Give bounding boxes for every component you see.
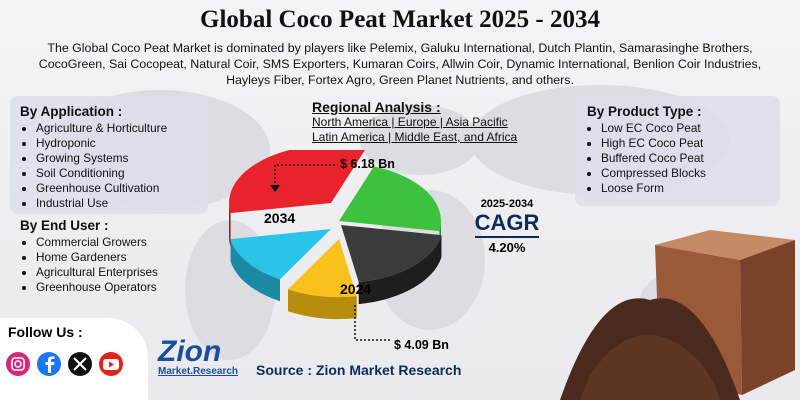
list-item: Commercial Growers	[36, 235, 208, 250]
pie-slice	[288, 239, 357, 297]
list-item: Growing Systems	[36, 151, 208, 166]
logo: Zion Market.Research	[158, 335, 239, 378]
list: Low EC Coco PeatHigh EC Coco PeatBuffere…	[575, 121, 780, 196]
section-title: By Application :	[20, 104, 123, 119]
list-item: Low EC Coco Peat	[601, 121, 780, 136]
regional-line: Latin America | Middle East, and Africa	[312, 130, 518, 144]
year-2034: 2034	[264, 210, 296, 226]
list-item: Greenhouse Operators	[36, 280, 208, 295]
regional: Regional Analysis : North America | Euro…	[312, 99, 517, 145]
section-title: By Product Type :	[587, 104, 702, 119]
list: Agriculture & HorticultureHydroponicGrow…	[10, 121, 208, 211]
section-title: By End User :	[20, 218, 109, 233]
product-panel: By Product Type : Low EC Coco PeatHigh E…	[575, 96, 780, 206]
cagr-value: 4.20%	[488, 240, 526, 255]
list-item: Agricultural Enterprises	[36, 265, 208, 280]
logo-sub: Market.Research	[158, 366, 239, 377]
list-item: Hydroponic	[36, 136, 208, 151]
pie-slice	[230, 239, 280, 302]
cagr-period: 2025-2034	[480, 198, 534, 210]
pie-slice	[230, 229, 331, 280]
cagr: 2025-2034 CAGR 4.20%	[462, 198, 552, 255]
pie-slice	[358, 235, 442, 305]
regional-line: North America | Europe | Asia Pacific	[312, 115, 508, 129]
follow-label: Follow Us :	[8, 324, 83, 340]
coco-peat-image	[560, 230, 795, 400]
list-item: Industrial Use	[36, 196, 208, 211]
list-item: Buffered Coco Peat	[601, 151, 780, 166]
value-2034: $ 6.18 Bn	[340, 157, 395, 171]
end-user-panel: By End User : Commercial GrowersHome Gar…	[10, 218, 208, 295]
regional-title: Regional Analysis :	[312, 99, 441, 115]
pie-slice	[229, 150, 365, 214]
list-item: Agriculture & Horticulture	[36, 121, 208, 136]
list-item: High EC Coco Peat	[601, 136, 780, 151]
pie-slice	[288, 289, 357, 319]
title: Global Coco Peat Market 2025 - 2034	[200, 6, 600, 33]
value-2024: $ 4.09 Bn	[394, 338, 449, 352]
social-icons	[6, 352, 123, 376]
cagr-label: CAGR	[474, 210, 540, 238]
follow-panel: Follow Us :	[0, 318, 148, 400]
instagram-icon[interactable]	[6, 352, 30, 376]
list: Commercial GrowersHome GardenersAgricult…	[10, 235, 208, 295]
year-2024: 2024	[340, 281, 372, 297]
leaders	[270, 164, 390, 341]
pie-3d	[229, 150, 442, 319]
list-item: Soil Conditioning	[36, 166, 208, 181]
logo-main: Zion	[158, 335, 222, 368]
application-panel: By Application : Agriculture & Horticult…	[10, 96, 208, 214]
source: Source : Zion Market Research	[256, 362, 462, 378]
pie-slice	[341, 225, 442, 283]
list-item: Loose Form	[601, 181, 780, 196]
list-item: Home Gardeners	[36, 250, 208, 265]
pie-slice	[339, 166, 441, 232]
list-item: Compressed Blocks	[601, 166, 780, 181]
pie-slice	[229, 203, 231, 248]
description: The Global Coco Peat Market is dominated…	[38, 41, 762, 87]
list-item: Greenhouse Cultivation	[36, 181, 208, 196]
